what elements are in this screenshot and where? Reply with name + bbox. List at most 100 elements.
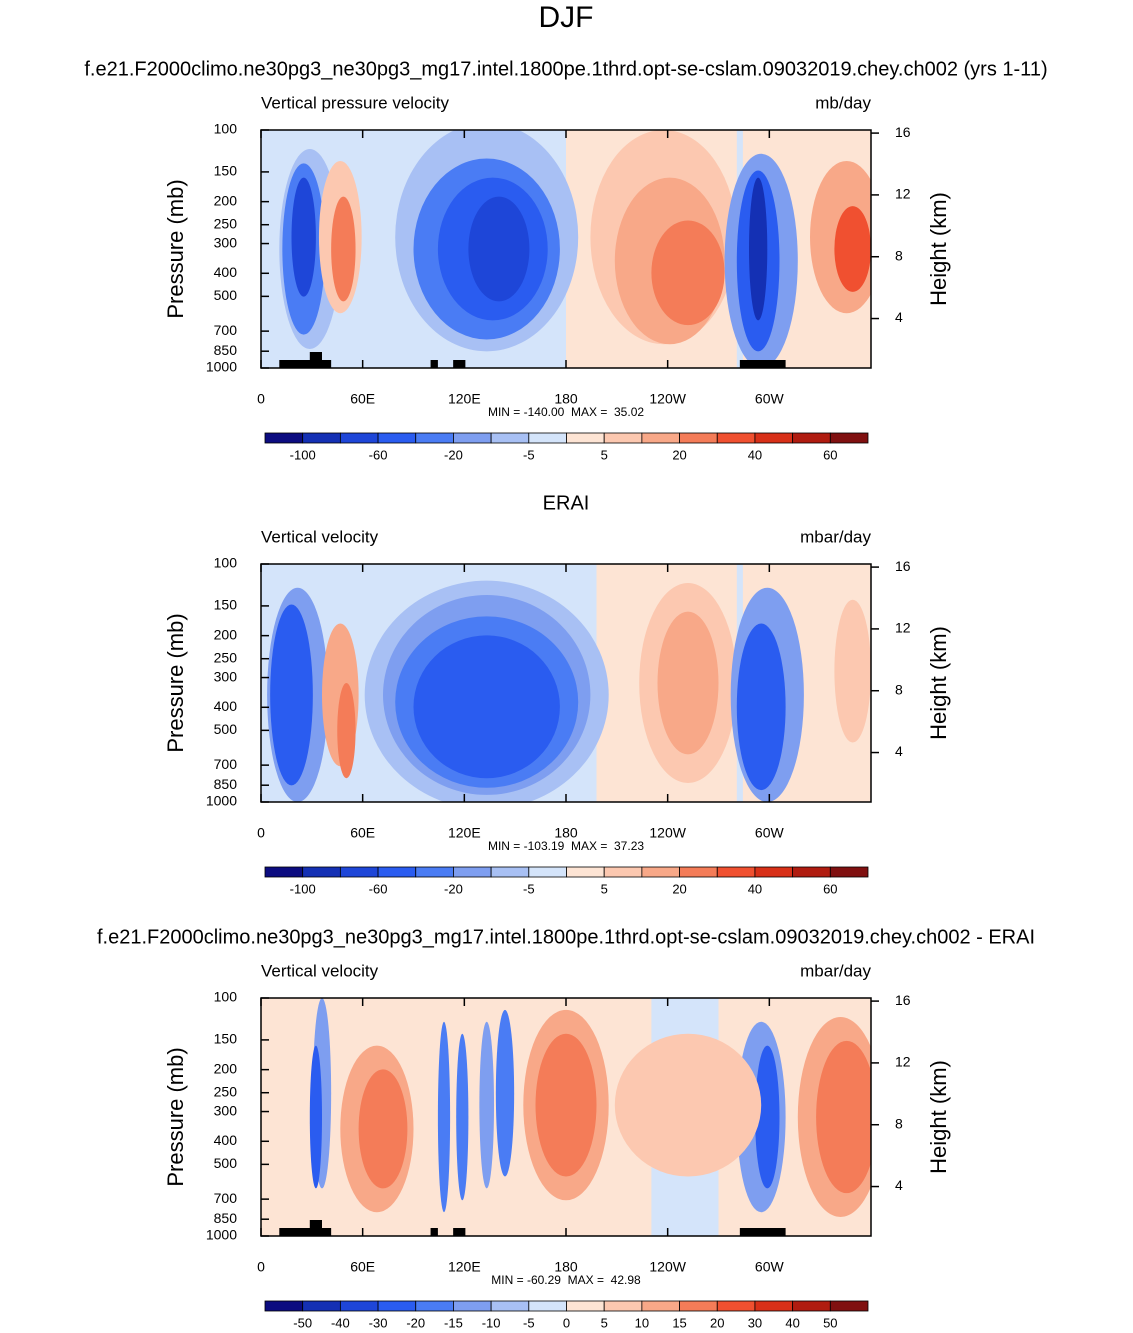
colorbar-box xyxy=(415,432,454,444)
colorbar-label: -5 xyxy=(523,447,535,462)
field-contour xyxy=(468,196,530,302)
right-label: mbar/day xyxy=(800,527,871,546)
field-contour xyxy=(834,206,871,292)
colorbar-label: 20 xyxy=(672,881,686,896)
field-contour xyxy=(358,1069,408,1189)
colorbar-label: 5 xyxy=(601,881,608,896)
colorbar-label: -100 xyxy=(290,447,316,462)
y-tick-label: 500 xyxy=(214,287,238,303)
terrain xyxy=(279,1228,332,1236)
stats: MIN = -140.00 MAX = 35.02 xyxy=(488,405,644,419)
colorbar-label: -20 xyxy=(444,447,463,462)
left-label: Vertical pressure velocity xyxy=(261,93,450,112)
colorbar-label: 20 xyxy=(710,1315,724,1330)
x-tick-label: 120E xyxy=(448,391,481,407)
stats: MIN = -103.19 MAX = 37.23 xyxy=(488,839,644,853)
y-tick-label: 850 xyxy=(214,342,238,358)
y2-tick-label: 8 xyxy=(895,681,903,697)
y-tick-label: 250 xyxy=(214,1083,238,1099)
y-tick-label: 100 xyxy=(214,989,238,1005)
colorbar-box xyxy=(641,1300,680,1312)
colorbar-box xyxy=(453,1300,492,1312)
colorbar-box xyxy=(377,866,417,878)
right-label: mb/day xyxy=(815,93,871,112)
panel-title: f.e21.F2000climo.ne30pg3_ne30pg3_mg17.in… xyxy=(84,58,1047,80)
field-contour xyxy=(495,1009,515,1177)
colorbar-label: -20 xyxy=(406,1315,425,1330)
colorbar-label: 5 xyxy=(601,1315,608,1330)
colorbar-box xyxy=(716,866,756,878)
field-contour xyxy=(535,1033,597,1177)
colorbar-label: -60 xyxy=(369,447,388,462)
y-tick-label: 100 xyxy=(214,121,238,137)
colorbar-label: 40 xyxy=(748,881,762,896)
y2-tick-label: 16 xyxy=(895,992,911,1008)
x-tick-label: 120W xyxy=(649,391,686,407)
y2-tick-label: 8 xyxy=(895,1115,903,1131)
x-tick-label: 120E xyxy=(448,1259,481,1275)
terrain xyxy=(279,360,332,368)
colorbar-box xyxy=(566,1300,605,1312)
terrain xyxy=(430,360,438,368)
y-axis-label: Pressure (mb) xyxy=(163,179,188,318)
contour-field xyxy=(261,130,871,368)
colorbar-label: -15 xyxy=(444,1315,463,1330)
x-tick-label: 60W xyxy=(755,1259,785,1275)
colorbar-box xyxy=(264,866,304,878)
y-tick-label: 100 xyxy=(214,555,238,571)
y2-tick-label: 8 xyxy=(895,247,903,263)
colorbar-label: -10 xyxy=(482,1315,501,1330)
contour-field xyxy=(261,564,871,802)
colorbar-box xyxy=(829,432,869,444)
x-tick-label: 180 xyxy=(554,1259,578,1275)
colorbar-box xyxy=(566,866,605,878)
y-tick-label: 1000 xyxy=(206,793,237,809)
colorbar-label: 0 xyxy=(563,1315,570,1330)
colorbar-label: 15 xyxy=(672,1315,686,1330)
colorbar-label: 5 xyxy=(601,447,608,462)
y-tick-label: 250 xyxy=(214,649,238,665)
colorbar-box xyxy=(453,866,492,878)
y-tick-label: 150 xyxy=(214,597,238,613)
colorbar-label: 40 xyxy=(748,447,762,462)
colorbar-box xyxy=(641,432,680,444)
y2-tick-label: 16 xyxy=(895,558,911,574)
y-tick-label: 500 xyxy=(214,1155,238,1171)
colorbar-box xyxy=(490,1300,530,1312)
y-tick-label: 850 xyxy=(214,776,238,792)
y-axis-label: Pressure (mb) xyxy=(163,1047,188,1186)
colorbar-box xyxy=(792,1300,831,1312)
colorbar-box xyxy=(490,866,530,878)
field-contour xyxy=(749,177,768,321)
colorbar-box xyxy=(792,866,831,878)
colorbar-box xyxy=(528,866,567,878)
x-tick-label: 0 xyxy=(257,825,265,841)
field-contour xyxy=(651,220,725,326)
y-tick-label: 400 xyxy=(214,264,238,280)
colorbar-box xyxy=(453,432,492,444)
y2-tick-label: 4 xyxy=(895,743,903,759)
field-contour xyxy=(413,635,560,779)
left-label: Vertical velocity xyxy=(261,961,379,980)
y-tick-label: 700 xyxy=(214,322,238,338)
colorbar-box xyxy=(566,432,605,444)
colorbar-label: 40 xyxy=(785,1315,799,1330)
colorbar-box xyxy=(339,866,379,878)
colorbar-box xyxy=(339,432,379,444)
x-tick-label: 60E xyxy=(350,1259,375,1275)
colorbar-box xyxy=(641,866,680,878)
colorbar-label: -40 xyxy=(331,1315,350,1330)
colorbar-box xyxy=(302,866,341,878)
contour-field xyxy=(261,998,871,1236)
y-tick-label: 300 xyxy=(214,234,238,250)
colorbar-box xyxy=(528,1300,567,1312)
colorbar-box xyxy=(490,432,530,444)
colorbar-label: 50 xyxy=(823,1315,837,1330)
left-label: Vertical velocity xyxy=(261,527,379,546)
colorbar-box xyxy=(415,1300,454,1312)
colorbar-label: 20 xyxy=(672,447,686,462)
x-tick-label: 60W xyxy=(755,825,785,841)
colorbar-box xyxy=(829,866,869,878)
y-tick-label: 500 xyxy=(214,721,238,737)
y2-axis-label: Height (km) xyxy=(926,626,951,740)
